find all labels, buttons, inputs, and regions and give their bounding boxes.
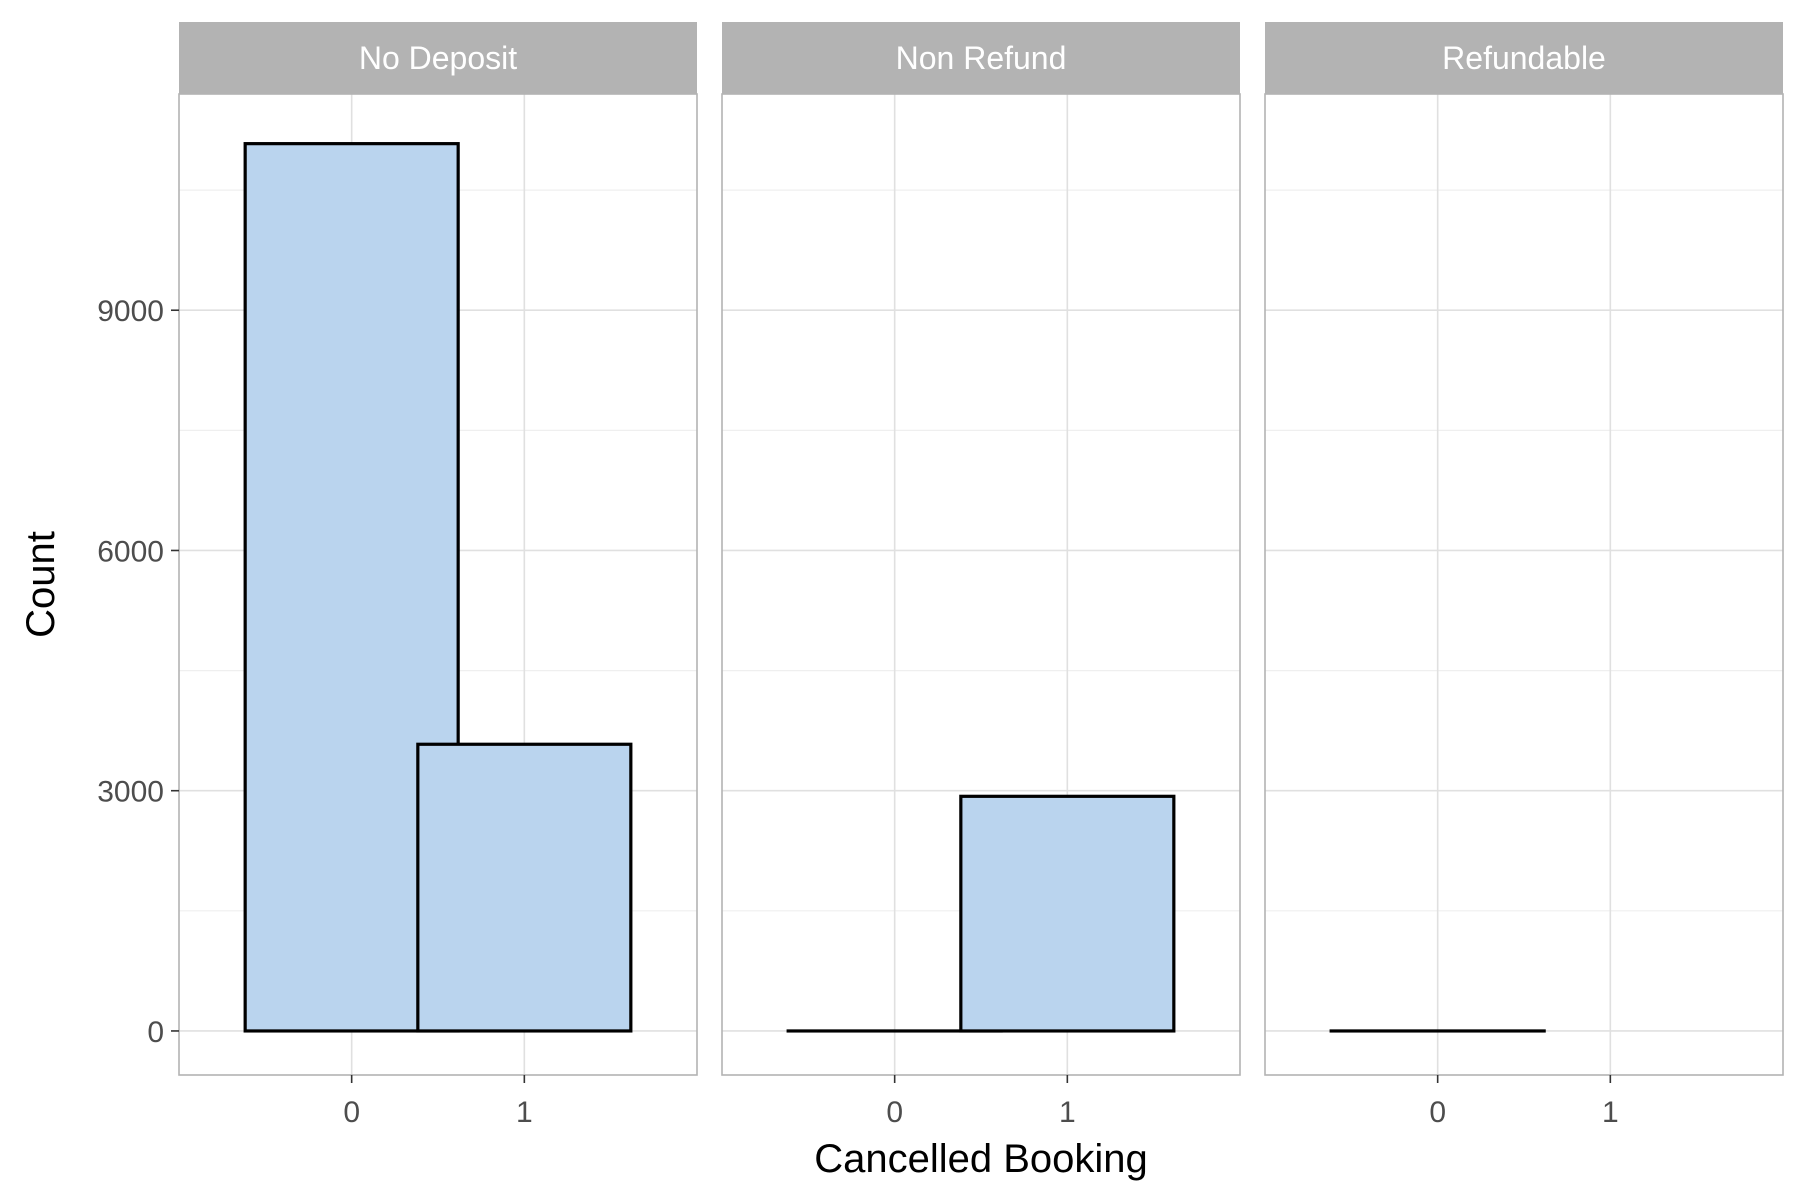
facet-strip	[179, 22, 697, 94]
x-tick-label: 0	[886, 1096, 903, 1129]
facet-strip	[1265, 22, 1783, 94]
x-tick-label: 0	[1429, 1096, 1446, 1129]
facet-strip-label: No Deposit	[359, 40, 517, 76]
y-tick-label: 0	[147, 1016, 164, 1049]
y-tick-label: 9000	[97, 295, 164, 328]
facet-strip-label: Non Refund	[896, 40, 1067, 76]
y-axis: 0 3000 6000 9000	[97, 295, 179, 1049]
y-axis-title: Count	[19, 531, 63, 638]
bar	[959, 794, 1176, 1033]
bar	[416, 742, 633, 1033]
y-tick-label: 3000	[97, 776, 164, 809]
facet-panel: Non Refund 0 1	[721, 22, 1241, 1129]
x-tick-label: 1	[1602, 1096, 1619, 1129]
y-tick-label: 6000	[97, 535, 164, 568]
facet-strip	[722, 22, 1240, 94]
x-tick-label: 0	[343, 1096, 360, 1129]
x-tick-label: 1	[516, 1096, 533, 1129]
x-tick-label: 1	[1059, 1096, 1076, 1129]
x-axis-title: Cancelled Booking	[814, 1137, 1148, 1181]
facet-panels: No Deposit 0 1 Non Refund 0 1 Refundable 0 1	[178, 22, 1784, 1129]
facet-strip-label: Refundable	[1442, 40, 1606, 76]
facet-panel: Refundable 0 1	[1264, 22, 1784, 1129]
panel-background	[1265, 94, 1783, 1075]
facet-panel: No Deposit 0 1	[178, 22, 698, 1129]
